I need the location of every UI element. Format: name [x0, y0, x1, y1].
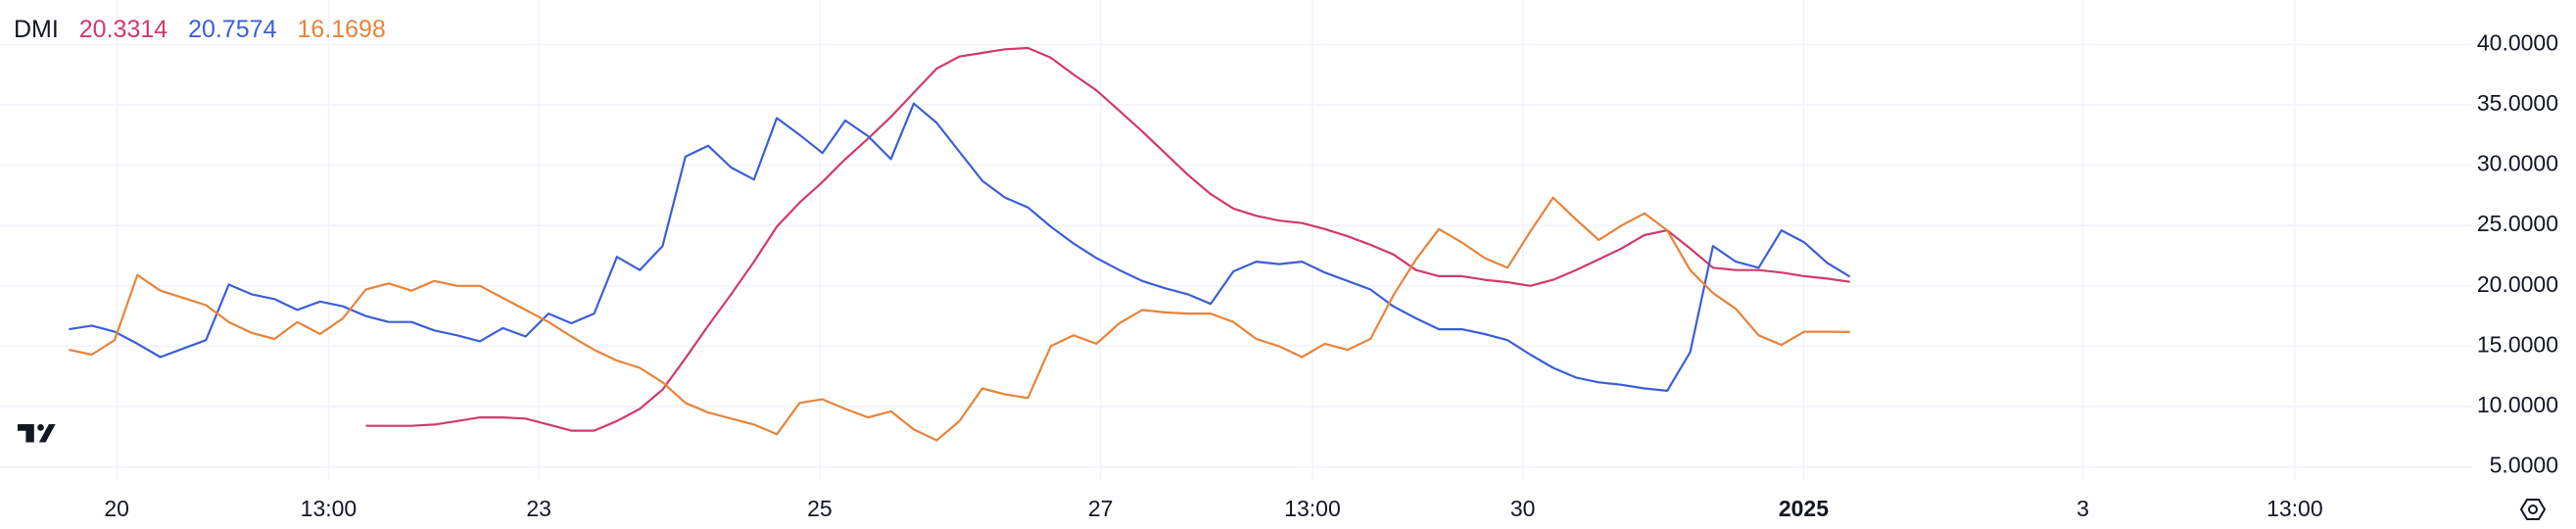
x-tick-label: 2025	[1779, 496, 1829, 521]
line-series	[69, 196, 1850, 442]
x-tick-label: 20	[104, 496, 129, 521]
y-tick-label: 20.0000	[2477, 271, 2558, 297]
line-series	[69, 102, 1851, 392]
x-tick-label: 30	[1510, 496, 1536, 521]
axes: 5.0000 10.0000 15.0000 20.0000 25.0000 30.000…	[104, 29, 2558, 521]
x-tick-label: 27	[1088, 496, 1114, 521]
legend-value: 16.1698	[297, 16, 385, 43]
y-tick-label: 40.0000	[2477, 29, 2558, 55]
indicator-name: DMI	[14, 16, 59, 43]
y-tick-label: 5.0000	[2490, 453, 2558, 478]
x-tick-label: 13:00	[2266, 496, 2323, 521]
grid	[0, 0, 2472, 480]
y-tick-label: 15.0000	[2477, 331, 2558, 357]
legend: DMI 20.3314 20.7574 16.1698	[14, 16, 386, 43]
legend-value: 20.3314	[79, 16, 167, 43]
y-tick-label: 35.0000	[2477, 90, 2558, 116]
y-tick-label: 10.0000	[2477, 392, 2558, 417]
x-tick-label: 3	[2076, 496, 2089, 521]
settings-button[interactable]	[2519, 499, 2547, 520]
x-tick-label: 13:00	[1284, 496, 1341, 521]
y-tick-label: 25.0000	[2477, 211, 2558, 236]
legend-value: 20.7574	[188, 16, 276, 43]
y-tick-label: 30.0000	[2477, 151, 2558, 176]
tradingview-logo	[18, 424, 56, 443]
lines	[69, 46, 1851, 442]
x-tick-label: 25	[807, 496, 833, 521]
line-series	[365, 46, 1850, 432]
x-tick-label: 23	[526, 496, 551, 521]
x-tick-label: 13:00	[301, 496, 358, 521]
